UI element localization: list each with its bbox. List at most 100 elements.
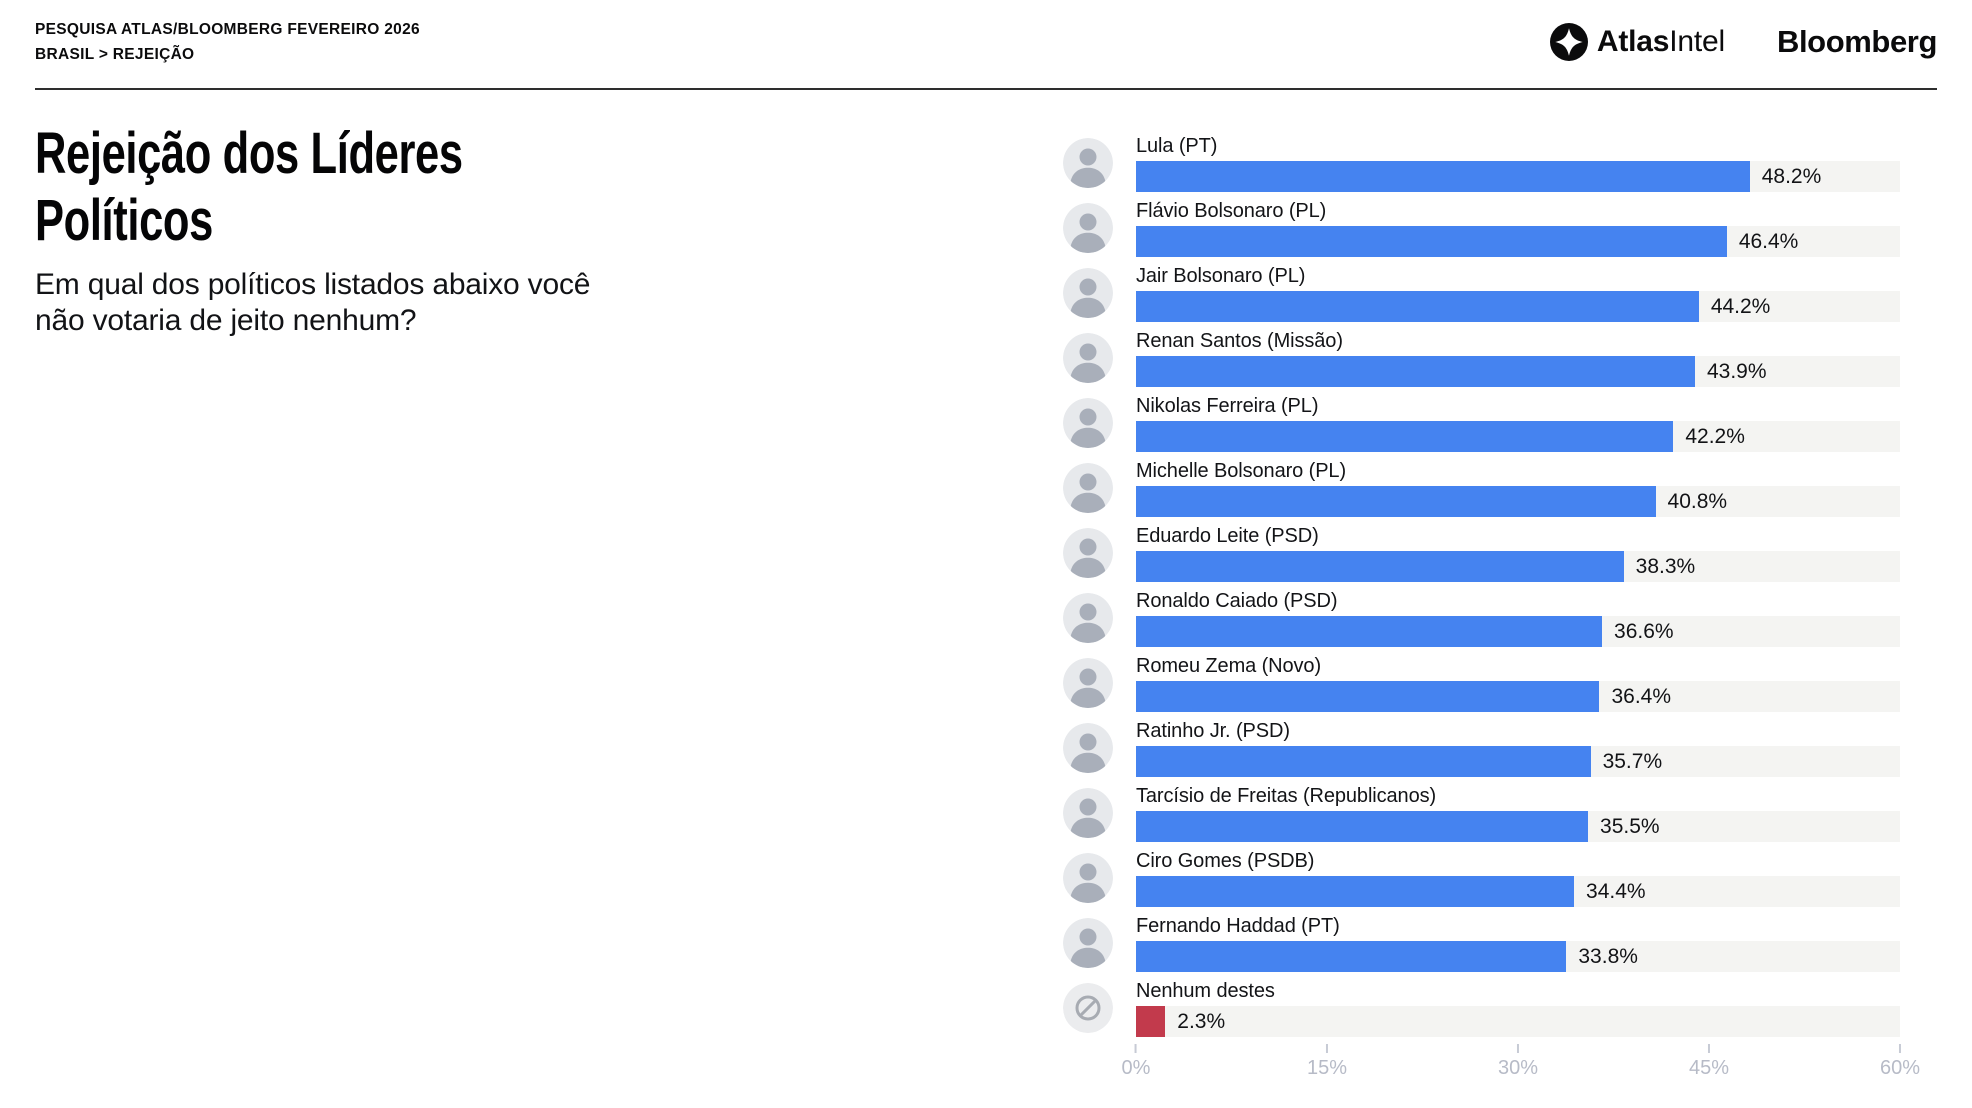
candidate-label: Romeu Zema (Novo) [1136, 655, 1322, 677]
chart-row: Tarcísio de Freitas (Republicanos) 35.5% [1063, 784, 1900, 842]
content: Rejeição dos Líderes Políticos Em qual d… [0, 90, 1972, 1084]
chart-row: Ratinho Jr. (PSD) 35.7% [1063, 719, 1900, 777]
candidate-label: Michelle Bolsonaro (PL) [1136, 460, 1347, 482]
axis-tick-mark [1708, 1044, 1710, 1053]
row-content: Ronaldo Caiado (PSD) 36.6% [1136, 589, 1900, 647]
axis-tick: 45% [1689, 1044, 1729, 1080]
politician-avatar [1063, 983, 1113, 1033]
person-photo-icon [1063, 203, 1113, 253]
axis-tick-label: 30% [1497, 1057, 1539, 1079]
bar-fill [1136, 421, 1674, 452]
row-content: Fernando Haddad (PT) 33.8% [1136, 914, 1900, 972]
row-content: Tarcísio de Freitas (Republicanos) 35.5% [1136, 784, 1900, 842]
none-of-these-icon [1063, 983, 1113, 1033]
politician-avatar [1063, 593, 1113, 643]
chart-row: Lula (PT) 48.2% [1063, 134, 1900, 192]
axis-tick: 15% [1307, 1044, 1347, 1080]
bar-fill [1136, 226, 1727, 257]
bar-track: 48.2% [1136, 161, 1900, 192]
bar-value-label: 48.2% [1761, 165, 1822, 188]
bloomberg-logo: Bloomberg [1776, 24, 1937, 59]
person-photo-icon [1063, 463, 1113, 513]
chart-row: Flávio Bolsonaro (PL) 46.4% [1063, 199, 1900, 257]
bar-value-label: 36.6% [1614, 620, 1674, 643]
bar-fill [1136, 1006, 1166, 1037]
axis-tick-label: 0% [1121, 1057, 1151, 1079]
bar-track: 36.6% [1136, 616, 1900, 647]
bar-fill [1136, 551, 1624, 582]
bar-track: 35.7% [1136, 746, 1900, 777]
politician-avatar [1063, 853, 1113, 903]
bar-value-label: 33.8% [1578, 945, 1638, 968]
bar-track: 2.3% [1136, 1006, 1900, 1037]
person-photo-icon [1063, 333, 1113, 383]
politician-avatar [1063, 528, 1113, 578]
row-content: Eduardo Leite (PSD) 38.3% [1136, 524, 1900, 582]
chart-row: Jair Bolsonaro (PL) 44.2% [1063, 264, 1900, 322]
row-content: Renan Santos (Missão) 43.9% [1136, 329, 1900, 387]
bar-value-label: 38.3% [1635, 555, 1696, 578]
politician-avatar [1063, 333, 1113, 383]
row-content: Ciro Gomes (PSDB) 34.4% [1136, 849, 1900, 907]
chart-row: Romeu Zema (Novo) 36.4% [1063, 654, 1900, 712]
row-content: Nikolas Ferreira (PL) 42.2% [1136, 394, 1900, 452]
candidate-label: Jair Bolsonaro (PL) [1136, 265, 1306, 287]
bar-track: 40.8% [1136, 486, 1900, 517]
politician-avatar [1063, 268, 1113, 318]
row-content: Jair Bolsonaro (PL) 44.2% [1136, 264, 1900, 322]
bar-value-label: 36.4% [1611, 685, 1672, 708]
bar-value-label: 43.9% [1706, 360, 1767, 383]
kicker-line1: PESQUISA ATLAS/BLOOMBERG FEVEREIRO 2026 [35, 21, 420, 38]
row-content: Michelle Bolsonaro (PL) 40.8% [1136, 459, 1900, 517]
atlasintel-wordmark: AtlasIntel [1597, 25, 1725, 59]
bar-track: 34.4% [1136, 876, 1900, 907]
person-photo-icon [1063, 398, 1113, 448]
atlasintel-wordmark-bold: Atlas [1596, 25, 1670, 58]
bar-track: 46.4% [1136, 226, 1900, 257]
chart-row: Nikolas Ferreira (PL) 42.2% [1063, 394, 1900, 452]
candidate-label: Flávio Bolsonaro (PL) [1136, 200, 1327, 222]
atlasintel-wordmark-light: Intel [1669, 25, 1725, 58]
atlasintel-star-icon [1549, 23, 1588, 61]
row-content: Flávio Bolsonaro (PL) 46.4% [1136, 199, 1900, 257]
person-photo-icon [1063, 658, 1113, 708]
axis-tick-mark [1517, 1044, 1519, 1053]
bar-value-label: 42.2% [1685, 425, 1745, 448]
bar-value-label: 34.4% [1586, 880, 1646, 903]
header: PESQUISA ATLAS/BLOOMBERG FEVEREIRO 2026 … [0, 0, 1972, 67]
chart-row: Eduardo Leite (PSD) 38.3% [1063, 524, 1900, 582]
bar-fill [1136, 681, 1600, 712]
bar-track: 42.2% [1136, 421, 1900, 452]
bar-value-label: 44.2% [1710, 295, 1771, 318]
person-photo-icon [1063, 528, 1113, 578]
bar-value-label: 2.3% [1177, 1010, 1226, 1033]
person-photo-icon [1063, 593, 1113, 643]
brand-logos: AtlasIntel Bloomberg [1549, 23, 1937, 61]
candidate-label: Ciro Gomes (PSDB) [1136, 850, 1315, 872]
axis-tick: 0% [1121, 1044, 1151, 1080]
candidate-label: Eduardo Leite (PSD) [1136, 525, 1319, 547]
politician-avatar [1063, 463, 1113, 513]
chart-row: Michelle Bolsonaro (PL) 40.8% [1063, 459, 1900, 517]
axis-tick-mark [1326, 1044, 1328, 1053]
axis-tick-label: 60% [1879, 1057, 1921, 1079]
person-photo-icon [1063, 918, 1113, 968]
bar-rows: Lula (PT) 48.2% Flávio Bolsonaro (PL) [1063, 134, 1900, 1037]
page-subtitle: Em qual dos políticos listados abaixo vo… [35, 267, 591, 337]
politician-avatar [1063, 723, 1113, 773]
politician-avatar [1063, 658, 1113, 708]
candidate-label: Nikolas Ferreira (PL) [1136, 395, 1319, 417]
candidate-label: Renan Santos (Missão) [1136, 330, 1343, 352]
bar-fill [1136, 746, 1591, 777]
candidate-label: Tarcísio de Freitas (Republicanos) [1136, 785, 1437, 807]
chart-row: Nenhum destes 2.3% [1063, 979, 1900, 1037]
person-photo-icon [1063, 788, 1113, 838]
politician-avatar [1063, 788, 1113, 838]
row-content: Ratinho Jr. (PSD) 35.7% [1136, 719, 1900, 777]
chart-row: Ciro Gomes (PSDB) 34.4% [1063, 849, 1900, 907]
person-photo-icon [1063, 723, 1113, 773]
politician-avatar [1063, 398, 1113, 448]
bar-track: 36.4% [1136, 681, 1900, 712]
intro-panel: Rejeição dos Líderes Políticos Em qual d… [35, 90, 1063, 1084]
axis-tick: 30% [1498, 1044, 1538, 1080]
